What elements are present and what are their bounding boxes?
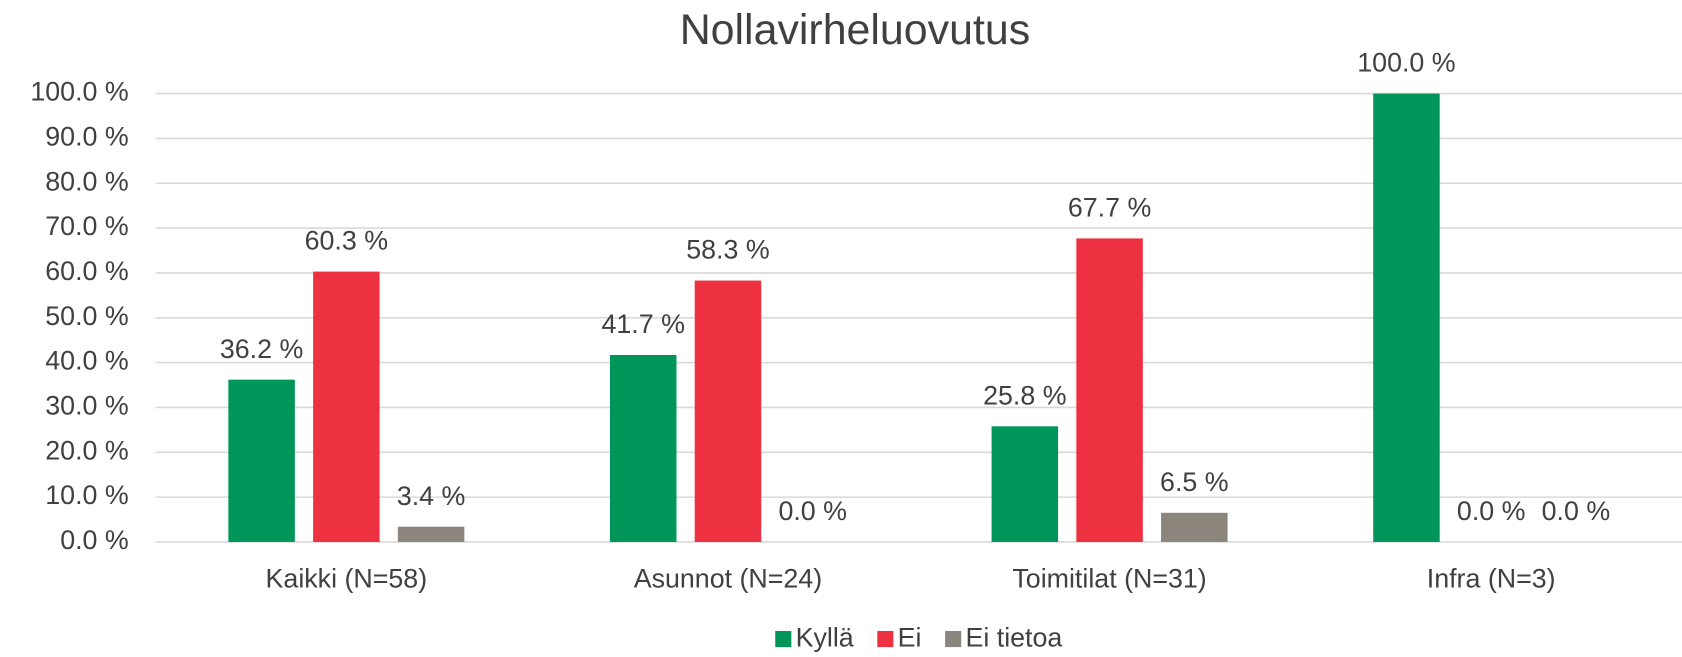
y-tick-label: 30.0 % <box>45 391 128 421</box>
legend-label: Ei <box>898 623 922 653</box>
y-tick-label: 100.0 % <box>30 77 128 107</box>
bar <box>1373 93 1440 542</box>
legend-swatch <box>945 631 962 648</box>
y-tick-label: 50.0 % <box>45 301 128 331</box>
y-tick-label: 10.0 % <box>45 480 128 510</box>
x-tick-label: Kaikki (N=58) <box>266 564 428 594</box>
bar <box>1076 238 1143 542</box>
bar <box>609 354 677 542</box>
y-tick-label: 60.0 % <box>45 256 128 286</box>
value-label: 6.5 % <box>1160 467 1229 497</box>
bar <box>228 379 295 542</box>
bar <box>991 426 1059 542</box>
y-tick-label: 0.0 % <box>60 525 129 555</box>
y-tick-label: 90.0 % <box>45 121 128 151</box>
value-label: 0.0 % <box>1457 496 1526 526</box>
value-label: 25.8 % <box>983 380 1066 410</box>
x-tick-label: Asunnot (N=24) <box>634 564 822 594</box>
y-tick-label: 20.0 % <box>45 435 128 465</box>
bar <box>1161 512 1228 542</box>
y-tick-label: 40.0 % <box>45 346 128 376</box>
value-label: 0.0 % <box>1542 496 1611 526</box>
x-tick-label: Toimitilat (N=31) <box>1012 564 1206 594</box>
value-label: 36.2 % <box>220 334 303 364</box>
legend-label: Kyllä <box>796 623 854 653</box>
value-label: 58.3 % <box>686 235 769 265</box>
y-tick-label: 80.0 % <box>45 166 128 196</box>
chart-title: Nollavirheluovutus <box>680 6 1030 54</box>
value-label: 67.7 % <box>1068 193 1151 223</box>
value-label: 60.3 % <box>305 226 388 256</box>
y-tick-label: 70.0 % <box>45 211 128 241</box>
value-label: 0.0 % <box>778 496 847 526</box>
bar <box>313 271 380 542</box>
x-tick-label: Infra (N=3) <box>1427 564 1556 594</box>
bar <box>694 280 762 542</box>
legend-swatch <box>775 631 792 648</box>
value-label: 100.0 % <box>1357 48 1455 78</box>
value-label: 41.7 % <box>602 309 685 339</box>
legend-swatch <box>877 631 894 648</box>
legend-label: Ei tietoa <box>965 623 1062 653</box>
value-label: 3.4 % <box>397 481 466 511</box>
bar <box>397 526 465 542</box>
